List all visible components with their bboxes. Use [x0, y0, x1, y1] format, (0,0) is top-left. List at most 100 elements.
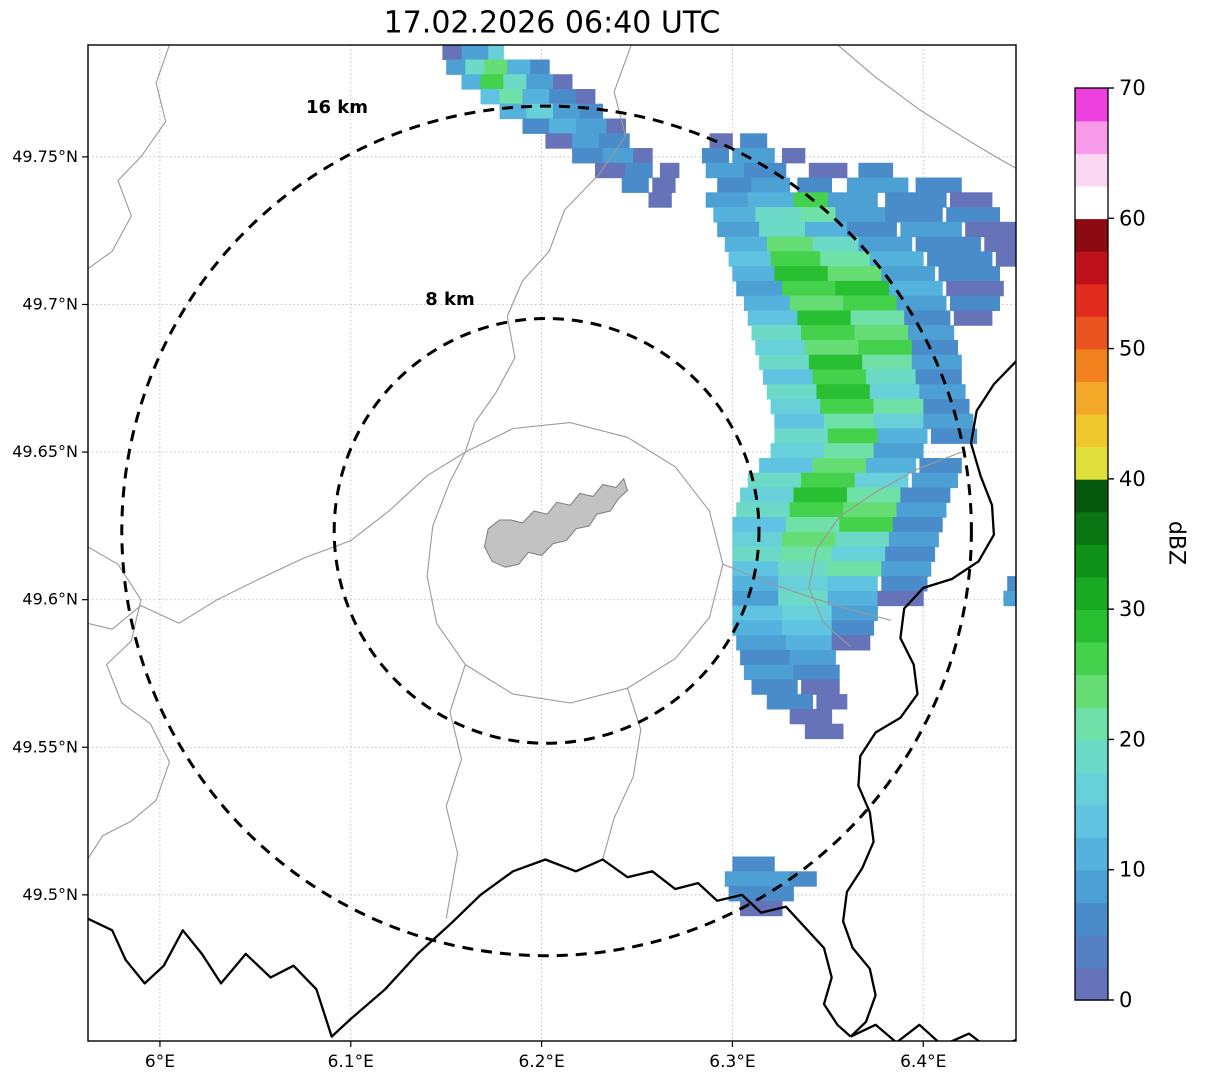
echo-cell [595, 162, 626, 179]
plot-frame [87, 44, 1017, 1042]
echo-cell [522, 89, 550, 105]
echo-cell [701, 148, 729, 164]
echo-cell [740, 649, 791, 666]
echo-cell [606, 118, 626, 134]
echo-cell [778, 561, 829, 577]
colorbar-band [1075, 967, 1108, 1001]
gridlines [88, 45, 1016, 1041]
colorbar-band [1075, 316, 1108, 350]
echo-cell [766, 236, 813, 252]
echo-cell [770, 443, 825, 459]
country-borders [88, 359, 1016, 1041]
echo-cell [843, 295, 897, 311]
echo-cell [797, 177, 832, 193]
echo-cell [724, 871, 791, 887]
echo-cell [572, 148, 603, 164]
echo-cell [873, 443, 924, 459]
echo-cell [908, 325, 955, 341]
echo-cell [751, 679, 798, 695]
echo-cell [946, 207, 1000, 223]
echo-cell [774, 428, 829, 444]
echo-cell [835, 531, 890, 548]
colorbar-band [1075, 804, 1108, 838]
echo-cell [575, 89, 596, 105]
echo-cell [888, 531, 939, 548]
echo-cell [919, 458, 962, 474]
echo-cell [751, 177, 791, 193]
echo-cell [858, 236, 913, 252]
echo-cell [732, 517, 787, 533]
echo-cell [843, 502, 897, 518]
colorbar-band [1075, 739, 1108, 773]
echo-cell [732, 266, 775, 282]
colorbar-band [1075, 934, 1108, 969]
echo-cell [621, 177, 649, 193]
colorbar-tick-label: 50 [1119, 337, 1146, 361]
echo-cell [759, 458, 813, 474]
echo-cell [797, 310, 852, 326]
echo-cell [950, 295, 1000, 311]
echo-cell [572, 133, 600, 149]
colorbar-band [1075, 478, 1108, 513]
echo-cell [995, 251, 1016, 267]
echo-cell [911, 472, 958, 489]
echo-cell [804, 339, 859, 356]
echo-cell [766, 694, 813, 710]
echo-cell [522, 118, 550, 134]
x-tick-label: 6°E [145, 1052, 175, 1072]
echo-cell [824, 443, 874, 459]
echo-cell [713, 207, 756, 223]
echo-cell [854, 325, 909, 341]
echo-cell [965, 221, 1016, 238]
echo-cell [732, 856, 775, 872]
echo-cell [869, 384, 920, 400]
echo-cell [801, 207, 836, 223]
range-ring-8km [332, 317, 761, 745]
y-tick-label: 49.75°N [12, 147, 78, 166]
colorbar-tick-label: 30 [1119, 597, 1146, 621]
colorbar-band [1075, 576, 1108, 610]
echo-cell [896, 502, 947, 518]
echo-cell [747, 310, 798, 326]
admin-boundaries [88, 45, 1016, 919]
echo-cell [938, 266, 1000, 282]
colorbar-band [1075, 609, 1108, 643]
echo-cell [732, 576, 779, 592]
echo-cell [747, 472, 802, 489]
echo-cell [927, 251, 993, 267]
echo-cell [763, 369, 813, 385]
colorbar-tick-label: 10 [1119, 858, 1146, 882]
echo-cell [549, 118, 577, 134]
echo-cell [633, 148, 653, 164]
colorbar-band [1075, 902, 1108, 936]
echo-cell [885, 207, 943, 223]
colorbar-band [1075, 348, 1108, 382]
echo-cell [759, 354, 810, 371]
echo-cell [736, 502, 790, 518]
echo-cell [717, 177, 752, 193]
echo-cell [488, 45, 504, 61]
x-tick-label: 6.2°E [518, 1052, 564, 1072]
colorbar: 0 10 20 30 40 50 60 70 [1074, 76, 1146, 1012]
echo-cell [789, 871, 817, 887]
y-tick-label: 49.6°N [22, 590, 78, 609]
echo-cell [659, 162, 680, 179]
echo-cell [824, 413, 874, 430]
echo-cell [862, 354, 913, 371]
colorbar-band [1075, 446, 1108, 480]
city-area [483, 477, 629, 568]
echo-cell [808, 354, 863, 371]
echo-cell [648, 192, 672, 208]
echo-cell [789, 502, 844, 518]
echo-cell [747, 192, 794, 208]
colorbar-band [1075, 88, 1108, 122]
echo-cell [446, 59, 466, 75]
echo-cell [804, 723, 844, 740]
echo-cell [782, 148, 806, 164]
colorbar-band [1075, 218, 1108, 252]
echo-cell [736, 280, 783, 297]
echo-cell [785, 517, 840, 533]
echo-cell [892, 517, 943, 533]
